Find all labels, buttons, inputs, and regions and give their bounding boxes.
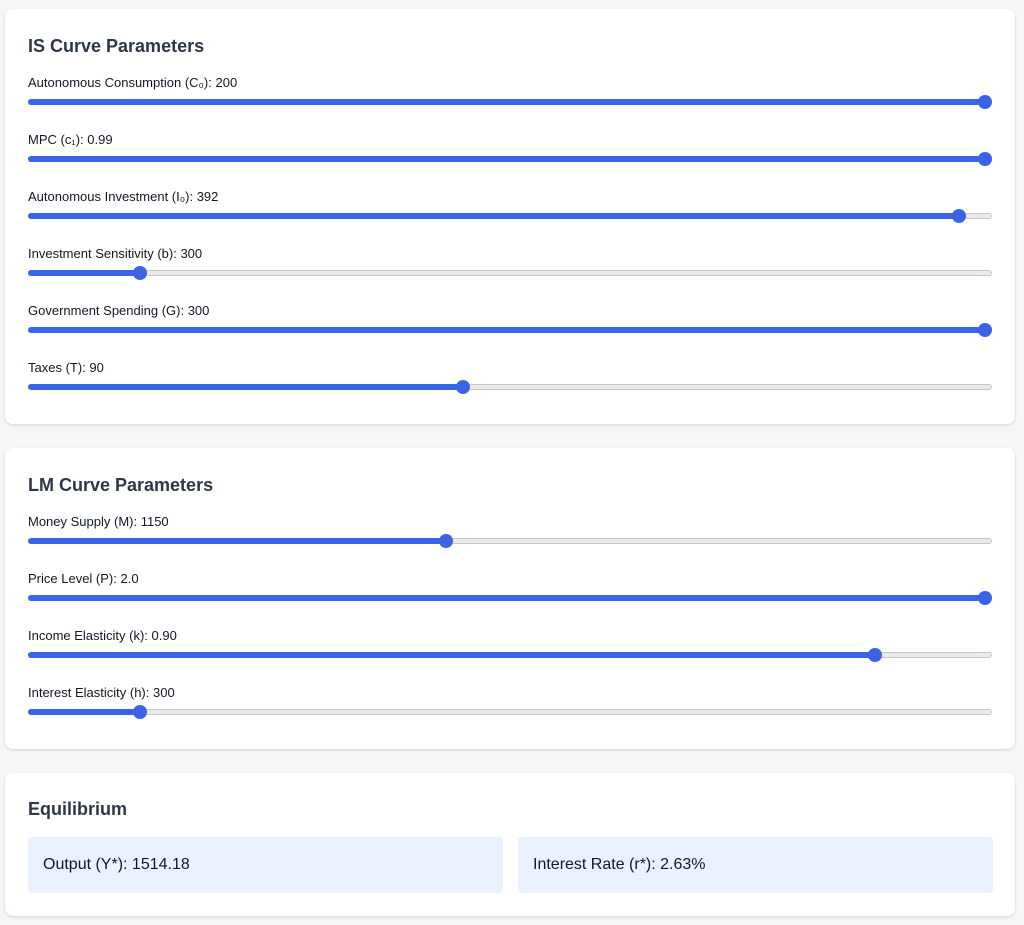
autonomous-consumption-label: Autonomous Consumption (C₀): 200 [28, 75, 238, 90]
mpc-label: MPC (c₁): 0.99 [28, 132, 113, 147]
interest-rate-result-box: Interest Rate (r*): 2.63% [518, 837, 993, 893]
autonomous-investment-control: Autonomous Investment (I₀): 392 [28, 189, 992, 229]
price-level-slider-thumb[interactable] [978, 591, 992, 605]
mpc-slider-thumb[interactable] [978, 152, 992, 166]
price-level-slider[interactable] [28, 595, 992, 601]
interest-rate-value: Interest Rate (r*): 2.63% [533, 856, 706, 873]
income-elasticity-slider-thumb[interactable] [867, 648, 882, 662]
slider-fill [28, 270, 142, 276]
interest-elasticity-control: Interest Elasticity (h): 300 [28, 685, 992, 725]
price-level-control: Price Level (P): 2.0 [28, 571, 992, 611]
is-panel-title: IS Curve Parameters [28, 36, 205, 56]
slider-fill [28, 652, 876, 658]
autonomous-investment-slider-thumb[interactable] [952, 209, 967, 223]
investment-sensitivity-slider[interactable] [28, 270, 992, 276]
price-level-label: Price Level (P): 2.0 [28, 571, 139, 586]
interest-elasticity-slider[interactable] [28, 709, 992, 715]
autonomous-consumption-control: Autonomous Consumption (C₀): 200 [28, 75, 992, 115]
autonomous-consumption-slider-thumb[interactable] [978, 95, 992, 109]
interest-elasticity-slider-thumb[interactable] [133, 705, 148, 719]
output-result-box: Output (Y*): 1514.18 [28, 837, 503, 893]
slider-fill [28, 99, 986, 105]
autonomous-investment-slider[interactable] [28, 213, 992, 219]
is-curve-panel: IS Curve Parameters Autonomous Consumpti… [5, 9, 1015, 424]
slider-fill [28, 156, 986, 162]
government-spending-label: Government Spending (G): 300 [28, 303, 210, 318]
government-spending-control: Government Spending (G): 300 [28, 303, 992, 343]
taxes-slider-thumb[interactable] [455, 380, 470, 394]
slider-fill [28, 538, 448, 544]
government-spending-slider-thumb[interactable] [978, 323, 992, 337]
taxes-control: Taxes (T): 90 [28, 360, 992, 400]
taxes-slider[interactable] [28, 384, 992, 390]
output-value: Output (Y*): 1514.18 [43, 856, 190, 873]
equilibrium-title: Equilibrium [28, 799, 127, 819]
interest-elasticity-label: Interest Elasticity (h): 300 [28, 685, 175, 700]
slider-fill [28, 384, 464, 390]
lm-panel-title: LM Curve Parameters [28, 475, 214, 495]
mpc-control: MPC (c₁): 0.99 [28, 132, 992, 172]
money-supply-slider[interactable] [28, 538, 992, 544]
income-elasticity-slider[interactable] [28, 652, 992, 658]
government-spending-slider[interactable] [28, 327, 992, 333]
slider-fill [28, 595, 986, 601]
money-supply-slider-thumb[interactable] [439, 534, 454, 548]
income-elasticity-control: Income Elasticity (k): 0.90 [28, 628, 992, 668]
mpc-slider[interactable] [28, 156, 992, 162]
autonomous-investment-label: Autonomous Investment (I₀): 392 [28, 189, 219, 204]
slider-fill [28, 213, 961, 219]
autonomous-consumption-slider[interactable] [28, 99, 992, 105]
investment-sensitivity-slider-thumb[interactable] [133, 266, 148, 280]
money-supply-control: Money Supply (M): 1150 [28, 514, 992, 554]
investment-sensitivity-control: Investment Sensitivity (b): 300 [28, 246, 992, 286]
money-supply-label: Money Supply (M): 1150 [28, 514, 169, 529]
investment-sensitivity-label: Investment Sensitivity (b): 300 [28, 246, 203, 261]
slider-fill [28, 709, 142, 715]
slider-fill [28, 327, 986, 333]
lm-curve-panel: LM Curve Parameters Money Supply (M): 11… [5, 448, 1015, 749]
income-elasticity-label: Income Elasticity (k): 0.90 [28, 628, 177, 643]
equilibrium-panel: Equilibrium Output (Y*): 1514.18 Interes… [5, 773, 1015, 916]
taxes-label: Taxes (T): 90 [28, 360, 104, 375]
